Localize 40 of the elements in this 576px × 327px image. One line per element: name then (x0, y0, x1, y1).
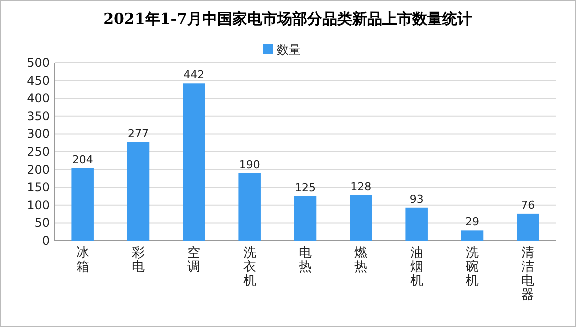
data-label: 190 (239, 158, 260, 172)
data-label: 442 (184, 68, 205, 82)
bar (461, 230, 484, 241)
x-tick-label: 清洁电器 (522, 246, 535, 303)
y-tick-label: 350 (27, 109, 50, 124)
bar (350, 195, 372, 241)
x-tick-label: 洗衣机 (243, 246, 256, 289)
x-tick-label: 洗碗机 (466, 246, 479, 289)
bar (294, 196, 317, 241)
bar (183, 84, 206, 241)
data-label: 204 (72, 153, 94, 166)
y-tick-label: 0 (42, 234, 50, 248)
bar (517, 214, 540, 241)
x-tick-label: 空调 (188, 246, 201, 275)
data-label: 29 (466, 216, 480, 229)
y-tick-label: 450 (27, 74, 50, 88)
chart-title: 2021年1-7月中国家电市场部分品类新品上市数量统计 (104, 10, 472, 28)
y-tick-label: 500 (27, 56, 50, 70)
y-tick-label: 100 (27, 198, 50, 212)
y-tick-label: 300 (27, 127, 50, 142)
data-label: 277 (128, 127, 149, 140)
data-label: 128 (350, 180, 372, 194)
y-tick-label: 50 (34, 216, 50, 230)
y-tick-label: 250 (27, 145, 50, 159)
x-tick-label: 燃热 (354, 246, 368, 275)
bar (72, 168, 94, 241)
x-tick-label: 彩电 (132, 246, 145, 275)
x-tick-label: 电热 (299, 246, 312, 275)
bar (127, 142, 150, 241)
data-label: 76 (521, 198, 536, 212)
legend-label: 数量 (277, 43, 301, 57)
x-tick-label: 冰箱 (76, 246, 90, 275)
data-label: 125 (295, 182, 316, 194)
y-tick-label: 150 (27, 180, 50, 195)
bar (406, 208, 428, 241)
bar (238, 173, 261, 241)
data-label: 93 (410, 192, 424, 206)
y-tick-label: 400 (27, 92, 50, 106)
y-tick-label: 200 (27, 162, 50, 177)
x-tick-label: 油烟机 (410, 246, 424, 289)
